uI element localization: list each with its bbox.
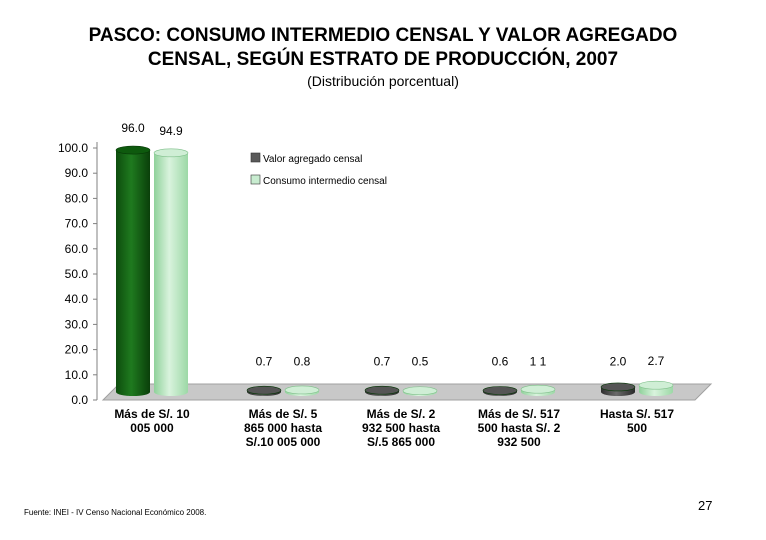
data-label: 0.7 bbox=[256, 355, 273, 369]
y-tick-label: 40.0 bbox=[65, 292, 89, 306]
y-tick-label: 60.0 bbox=[65, 242, 89, 256]
page-number: 27 bbox=[698, 498, 713, 513]
legend-swatch bbox=[250, 152, 261, 163]
data-label: 0.5 bbox=[412, 355, 429, 369]
category-label: S/.5 865 000 bbox=[367, 435, 435, 449]
category-label: S/.10 005 000 bbox=[246, 435, 321, 449]
y-tick-label: 10.0 bbox=[65, 368, 89, 382]
category-label: 500 hasta S/. 2 bbox=[478, 421, 561, 435]
y-tick-label: 50.0 bbox=[65, 267, 89, 281]
bar-top bbox=[284, 385, 320, 395]
bar-top bbox=[246, 385, 282, 395]
data-label: 2.7 bbox=[648, 354, 665, 368]
category-label: 932 500 bbox=[497, 435, 541, 449]
source-note: Fuente: INEI - IV Censo Nacional Económi… bbox=[24, 508, 207, 517]
data-label: 96.0 bbox=[121, 121, 145, 135]
bar-top bbox=[600, 382, 636, 392]
bar-top bbox=[402, 386, 438, 396]
y-tick-label: 80.0 bbox=[65, 191, 89, 205]
y-tick-label: 70.0 bbox=[65, 217, 89, 231]
y-tick-label: 20.0 bbox=[65, 343, 89, 357]
category-label: Más de S/. 2 bbox=[367, 407, 436, 421]
category-label: Más de S/. 5 bbox=[249, 407, 318, 421]
bar-top bbox=[638, 380, 674, 390]
data-label: 0.6 bbox=[492, 355, 509, 369]
title-line-1: PASCO: CONSUMO INTERMEDIO CENSAL Y VALOR… bbox=[88, 25, 678, 46]
category-label: Más de S/. 517 bbox=[478, 407, 560, 421]
y-tick-label: 30.0 bbox=[65, 317, 89, 331]
data-label: 94.9 bbox=[159, 124, 183, 138]
bar-top bbox=[482, 386, 518, 395]
legend-label: Valor agregado censal bbox=[263, 154, 362, 165]
category-label: 005 000 bbox=[130, 421, 174, 435]
bar-valor-agregado bbox=[116, 150, 150, 392]
title-line-2: CENSAL, SEGÚN ESTRATO DE PRODUCCIÓN, 200… bbox=[147, 49, 619, 70]
chart-subtitle: (Distribución porcentual) bbox=[307, 73, 459, 89]
data-label: 1 1 bbox=[530, 355, 547, 369]
chart-title: PASCO: CONSUMO INTERMEDIO CENSAL Y VALOR… bbox=[0, 24, 766, 72]
category-label: Hasta S/. 517 bbox=[600, 407, 674, 421]
legend-swatch bbox=[250, 174, 261, 185]
data-label: 0.8 bbox=[294, 355, 311, 369]
bar-consumo-intermedio bbox=[154, 152, 188, 392]
y-tick-label: 0.0 bbox=[71, 393, 88, 407]
legend-label: Consumo intermedio censal bbox=[263, 176, 387, 187]
bar-top bbox=[115, 145, 151, 155]
category-label: 500 bbox=[627, 421, 647, 435]
data-label: 2.0 bbox=[610, 355, 627, 369]
y-tick-label: 100.0 bbox=[58, 141, 88, 155]
bar-top bbox=[153, 148, 189, 158]
category-label: 932 500 hasta bbox=[362, 421, 440, 435]
bar-top bbox=[520, 384, 556, 394]
category-label: 865 000 hasta bbox=[244, 421, 322, 435]
category-label: Más de S/. 10 bbox=[114, 407, 190, 421]
data-label: 0.7 bbox=[374, 355, 391, 369]
y-tick-label: 90.0 bbox=[65, 166, 89, 180]
bar-top bbox=[364, 385, 400, 395]
